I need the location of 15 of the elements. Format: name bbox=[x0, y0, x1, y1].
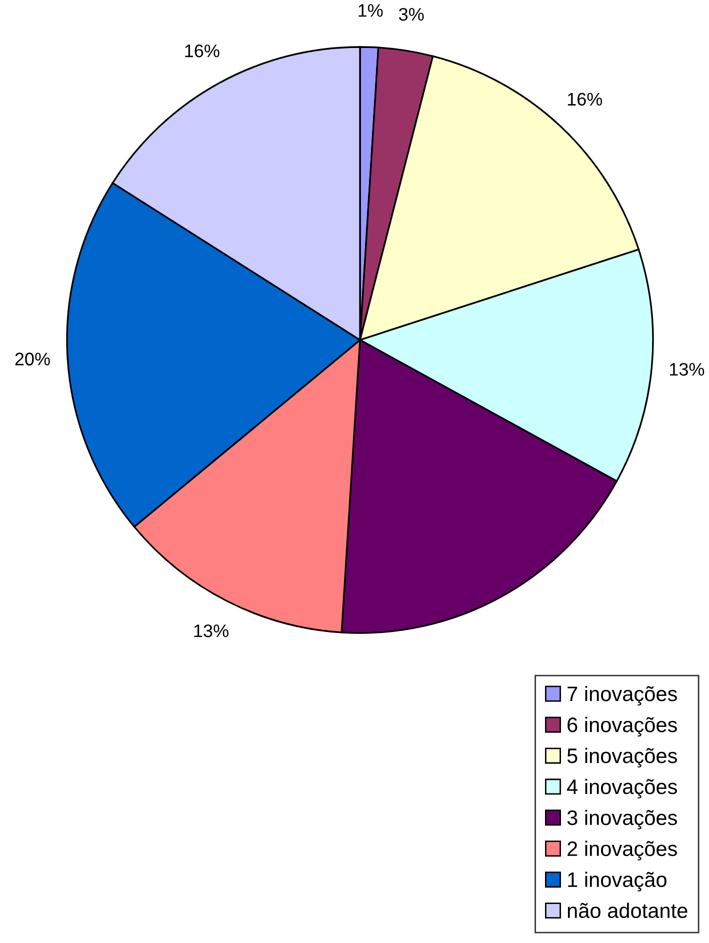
data-label: 1% bbox=[358, 4, 383, 17]
data-label: 13% bbox=[670, 362, 704, 376]
data-label: 20% bbox=[15, 352, 50, 366]
data-label: 16% bbox=[568, 92, 602, 106]
data-label: 3% bbox=[398, 8, 424, 21]
legend-label: 4 inovações bbox=[567, 778, 677, 798]
legend-label: 6 inovações bbox=[568, 716, 677, 736]
data-label: 13% bbox=[194, 624, 228, 638]
legend-label: 3 inovações bbox=[567, 810, 677, 830]
legend-label: 1 inovação bbox=[568, 872, 666, 892]
data-label: 16% bbox=[185, 44, 220, 58]
legend-label: não adotante bbox=[568, 902, 688, 918]
legend-label: 7 inovações bbox=[568, 686, 677, 706]
legend-label: 2 inovações bbox=[568, 840, 677, 860]
legend-label: 5 inovações bbox=[567, 748, 677, 768]
